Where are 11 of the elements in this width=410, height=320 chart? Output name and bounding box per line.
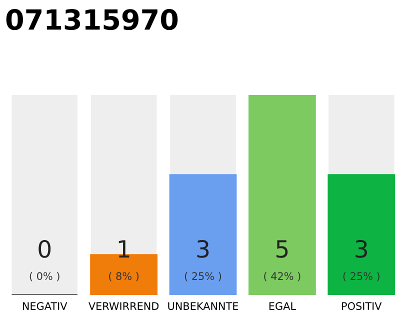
x-tick-label: UNBEKANNTE bbox=[168, 302, 238, 310]
data-label: 3 ( 25% ) bbox=[184, 240, 222, 282]
data-label: 0 ( 0% ) bbox=[30, 240, 60, 282]
data-label: 5 ( 42% ) bbox=[264, 240, 300, 282]
x-tick-label: EGAL bbox=[269, 302, 296, 310]
chart-title: 071315970 bbox=[6, 9, 178, 30]
data-label: 3 ( 25% ) bbox=[343, 240, 380, 282]
x-tick-label: NEGATIV bbox=[22, 302, 68, 310]
x-tick-label: VERWIRREND bbox=[88, 302, 159, 310]
x-tick-label: POSITIV bbox=[342, 302, 382, 310]
data-label: 1 ( 8% ) bbox=[109, 240, 139, 282]
